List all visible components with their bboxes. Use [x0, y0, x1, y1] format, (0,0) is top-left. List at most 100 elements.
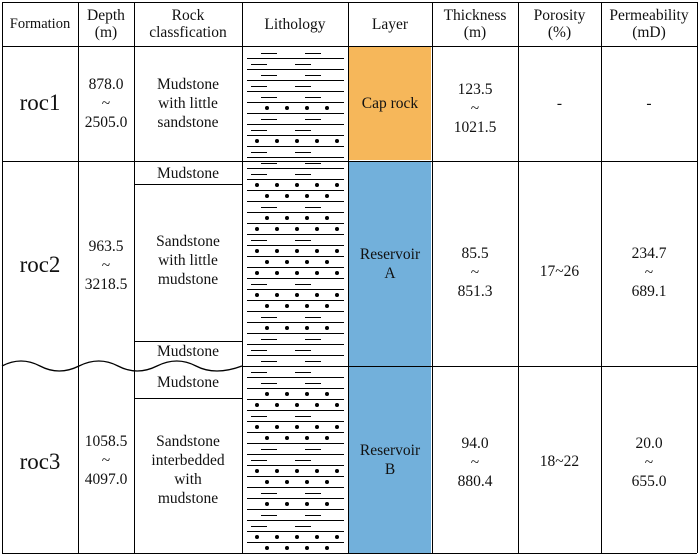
sandstone-dot [285, 325, 289, 330]
row3-thickness-min: 94.0 [461, 435, 489, 452]
row2-rock-class-bottom: Mudstone [157, 343, 219, 360]
sandstone-dot [295, 468, 299, 473]
col-border-right [697, 2, 698, 553]
lithology-bed-line [247, 388, 344, 389]
mudstone-dash [295, 151, 311, 153]
row2-thickness: 85.5 ~ 851.3 [432, 244, 518, 301]
mudstone-dash [295, 525, 311, 527]
roc3-mudstone-divider [134, 398, 242, 399]
sandstone-dot [335, 424, 339, 429]
mudstone-dash [261, 492, 277, 494]
table-top-border [2, 2, 697, 3]
row2-thickness-min: 85.5 [461, 245, 489, 262]
lithology-bed-line [247, 432, 344, 433]
row1-porosity: - [556, 95, 563, 112]
sandstone-dot [255, 402, 259, 407]
sandstone-dot [315, 468, 319, 473]
lithology-bed-line [247, 234, 344, 235]
header-porosity-line2: (%) [547, 24, 572, 41]
sandstone-dot [305, 215, 309, 220]
sandstone-dot [325, 435, 329, 440]
mudstone-dash [261, 360, 277, 362]
layer-reservoir-a-label: Reservoir [359, 246, 421, 263]
lithology-bed-line [247, 465, 344, 466]
lithology-bed-line [247, 487, 344, 488]
mudstone-dash [305, 118, 321, 120]
lithology-bed-line [247, 322, 344, 323]
mudstone-dash [305, 74, 321, 76]
col-border-left [2, 2, 3, 553]
header-layer: Layer [371, 16, 409, 33]
sandstone-dot [255, 182, 259, 187]
lithology-bed-line [247, 531, 344, 532]
header-permeability-line2: (mD) [632, 24, 666, 41]
mudstone-dash [261, 206, 277, 208]
row2-depth: 963.5 ~ 3218.5 [78, 237, 134, 294]
sandstone-dot [325, 545, 329, 550]
mudstone-dash [261, 52, 277, 54]
sandstone-dot [325, 501, 329, 506]
mudstone-dash [305, 448, 321, 450]
sandstone-dot [255, 226, 259, 231]
sandstone-dot [305, 391, 309, 396]
layer-reservoir-a: Reservoir A [349, 162, 431, 366]
lithology-bed-line [247, 135, 344, 136]
mudstone-dash [295, 415, 311, 417]
sandstone-dot [275, 248, 279, 253]
sandstone-dot [255, 468, 259, 473]
header-permeability: Permeability (mD) [601, 7, 697, 41]
mudstone-dash [261, 74, 277, 76]
sandstone-dot [305, 325, 309, 330]
row1-depth-min: 878.0 [88, 76, 124, 93]
lithology-bed-line [247, 245, 344, 246]
lithology-bed-line [247, 399, 344, 400]
sandstone-dot [335, 138, 339, 143]
lithology-bed-line [247, 190, 344, 191]
sandstone-dot [335, 182, 339, 187]
sandstone-dot [325, 303, 329, 308]
mudstone-dash [305, 316, 321, 318]
sandstone-dot [335, 270, 339, 275]
row-divider-2 [242, 366, 697, 367]
col-border-4 [348, 2, 349, 553]
sandstone-dot [325, 325, 329, 330]
mudstone-dash [295, 371, 311, 373]
lithology-bed-line [247, 410, 344, 411]
row1-depth: 878.0 ~ 2505.0 [78, 75, 134, 132]
lithology-bed-line [247, 223, 344, 224]
sandstone-dot [305, 479, 309, 484]
sandstone-dot [335, 292, 339, 297]
lithology-column [243, 47, 348, 553]
header-thickness-line2: (m) [463, 24, 487, 41]
mudstone-dash [305, 382, 321, 384]
mudstone-dash [305, 514, 321, 516]
header-thickness: Thickness (m) [432, 7, 518, 41]
sandstone-dot [335, 248, 339, 253]
header-formation: Formation [9, 16, 71, 32]
sandstone-dot [335, 402, 339, 407]
mudstone-dash [305, 52, 321, 54]
row-divider-1 [2, 161, 697, 162]
row3-rock-line2: interbedded [151, 452, 225, 469]
sandstone-dot [275, 182, 279, 187]
header-thickness-line1: Thickness [443, 7, 507, 24]
row3-permeability-max: 655.0 [631, 473, 667, 490]
sandstone-dot [305, 545, 309, 550]
sandstone-dot [265, 501, 269, 506]
mudstone-dash [251, 459, 267, 461]
sandstone-dot [275, 292, 279, 297]
row2-permeability-min: 234.7 [631, 245, 667, 262]
sandstone-dot [325, 193, 329, 198]
mudstone-dash [261, 118, 277, 120]
sandstone-dot [295, 182, 299, 187]
sandstone-dot [295, 270, 299, 275]
row3-permeability-sep: ~ [644, 454, 654, 471]
sandstone-dot [305, 435, 309, 440]
sandstone-dot [315, 248, 319, 253]
lithology-bed-line [247, 146, 344, 147]
header-divider [2, 46, 697, 47]
sandstone-dot [315, 226, 319, 231]
sandstone-dot [275, 402, 279, 407]
mudstone-dash [251, 239, 267, 241]
mudstone-dash [305, 492, 321, 494]
